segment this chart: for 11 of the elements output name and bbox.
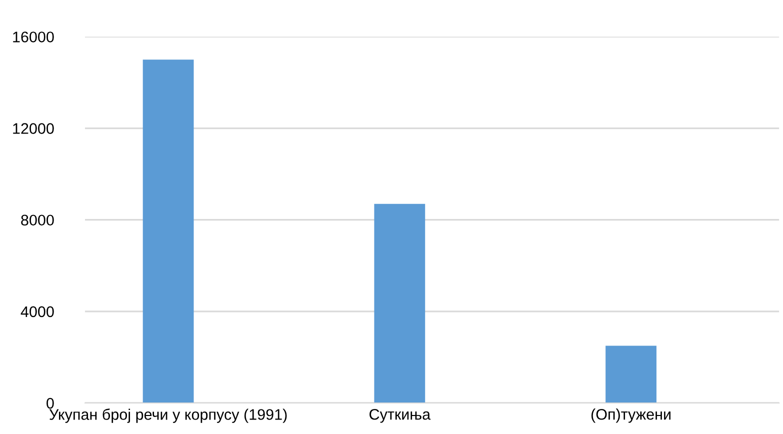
x-tick-label: (Оп)тужени [591, 408, 670, 423]
bar [142, 60, 194, 403]
y-tick-label: 4000 [20, 306, 54, 318]
y-tick-label: 8000 [21, 214, 54, 226]
x-tick-label: Суткиња [370, 408, 431, 423]
y-tick-label: 0 [46, 398, 54, 409]
y-tick-label: 16000 [13, 32, 54, 42]
bar [606, 346, 656, 403]
bar [374, 204, 426, 403]
y-tick-label: 12000 [13, 123, 54, 134]
x-tick-label: Укупан број речи у корпусу (1991) [49, 408, 287, 423]
